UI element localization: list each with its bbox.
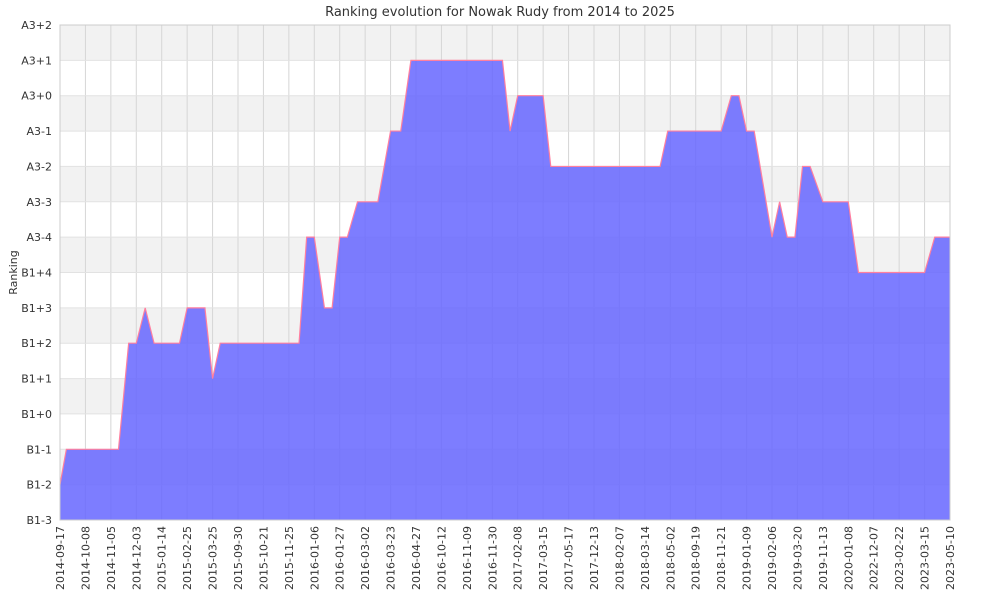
x-tick-label: 2018-03-14 <box>639 526 652 590</box>
x-tick-label: 2019-03-20 <box>791 526 804 590</box>
band-13 <box>60 25 950 61</box>
ranking-area-series <box>59 59 950 521</box>
x-tick-label: 2014-10-08 <box>79 526 92 590</box>
y-tick-label: A3-2 <box>27 160 53 173</box>
x-tick-label: 2016-04-27 <box>410 526 423 590</box>
area-fill-series-0 <box>60 60 950 521</box>
x-tick-label: 2022-12-07 <box>868 526 881 590</box>
x-tick-label: 2014-12-03 <box>130 526 143 590</box>
y-tick-label: B1-3 <box>26 514 52 527</box>
y-tick-label: B1+1 <box>21 373 52 386</box>
y-tick-label: A3-1 <box>27 125 53 138</box>
y-axis-tick-labels: B1-3 B1-2 B1-1 B1+0 B1+1 B1+2 B1+3 B1+4 A3-4 A3-3… <box>21 19 52 527</box>
x-tick-label: 2019-11-13 <box>817 526 830 590</box>
x-tick-label: 2016-01-06 <box>308 526 321 590</box>
y-tick-label: A3+0 <box>21 90 52 103</box>
x-tick-label: 2018-11-21 <box>715 526 728 590</box>
x-tick-label: 2015-03-25 <box>207 526 220 590</box>
y-tick-label: A3+2 <box>21 19 52 32</box>
x-tick-label: 2014-11-05 <box>105 526 118 590</box>
y-tick-label: B1+3 <box>21 302 52 315</box>
x-tick-label: 2015-02-25 <box>181 526 194 590</box>
x-axis-tick-labels: 2014-09-17 2014-10-08 2014-11-05 2014-12-03… <box>54 526 957 590</box>
x-tick-label: 2014-09-17 <box>54 526 67 590</box>
plot-border <box>59 24 951 521</box>
x-tick-label: 2018-09-19 <box>690 526 703 590</box>
x-tick-label: 2015-09-30 <box>232 526 245 590</box>
x-tick-label: 2017-02-08 <box>512 526 525 590</box>
x-tick-label: 2016-10-12 <box>435 526 448 590</box>
y-tick-label: A3+1 <box>21 54 52 67</box>
y-tick-label: A3-3 <box>27 196 53 209</box>
x-tick-label: 2015-11-25 <box>283 526 296 590</box>
y-tick-label: B1+2 <box>21 337 52 350</box>
x-tick-label: 2020-01-08 <box>842 526 855 590</box>
y-tick-label: B1-1 <box>26 443 52 456</box>
y-tick-label: B1+0 <box>21 408 52 421</box>
y-axis-label: Ranking <box>7 250 20 295</box>
x-tick-label: 2018-02-07 <box>613 526 626 590</box>
x-tick-label: 2023-05-10 <box>944 526 957 590</box>
chart-title: Ranking evolution for Nowak Rudy from 20… <box>325 5 675 20</box>
x-tick-label: 2017-03-15 <box>537 526 550 590</box>
x-tick-label: 2019-01-09 <box>741 526 754 590</box>
y-tick-label: A3-4 <box>27 231 53 244</box>
x-tick-label: 2016-03-02 <box>359 526 372 590</box>
x-tick-label: 2017-12-13 <box>588 526 601 590</box>
x-tick-label: 2016-03-23 <box>385 526 398 590</box>
x-tick-label: 2018-05-02 <box>664 526 677 590</box>
y-tick-label: B1+4 <box>21 267 52 280</box>
x-tick-label: 2016-11-09 <box>461 526 474 590</box>
x-tick-label: 2019-02-06 <box>766 526 779 590</box>
x-tick-label: 2016-11-30 <box>486 526 499 590</box>
area-line-series-0 <box>59 59 950 485</box>
y-tick-label: B1-2 <box>26 479 52 492</box>
x-tick-label: 2016-01-27 <box>334 526 347 590</box>
x-tick-label: 2023-03-15 <box>919 526 932 590</box>
x-tick-label: 2015-01-14 <box>156 526 169 590</box>
x-tick-label: 2015-10-21 <box>257 526 270 590</box>
x-tick-label: 2023-02-22 <box>893 526 906 590</box>
x-tick-label: 2017-05-17 <box>563 526 576 590</box>
